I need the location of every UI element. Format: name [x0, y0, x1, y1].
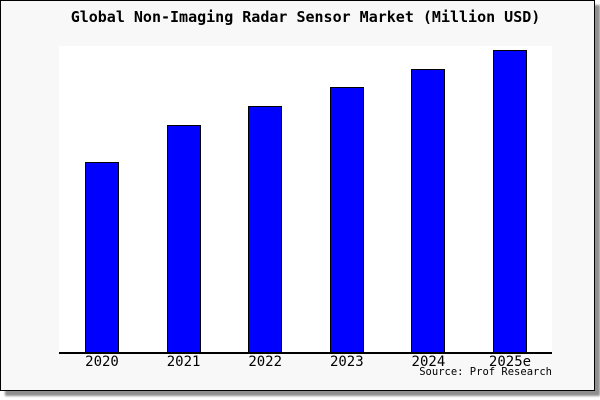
bar-2023 [329, 87, 364, 352]
bar-2021 [166, 125, 201, 352]
x-tick-2025e: 2025e [488, 354, 532, 370]
source-note: Source: Prof Research [419, 366, 552, 378]
plot-area [59, 46, 552, 354]
bar-2022 [248, 106, 283, 352]
x-tick-2021: 2021 [166, 354, 201, 370]
bar-2025e [493, 50, 527, 352]
x-tick-2023: 2023 [329, 354, 364, 370]
x-tick-2024: 2024 [411, 354, 446, 370]
bar-2020 [85, 162, 119, 352]
bar-2024 [411, 69, 446, 352]
x-tick-2020: 2020 [85, 354, 119, 370]
x-tick-2022: 2022 [248, 354, 283, 370]
chart-title: Global Non-Imaging Radar Sensor Market (… [70, 8, 541, 26]
